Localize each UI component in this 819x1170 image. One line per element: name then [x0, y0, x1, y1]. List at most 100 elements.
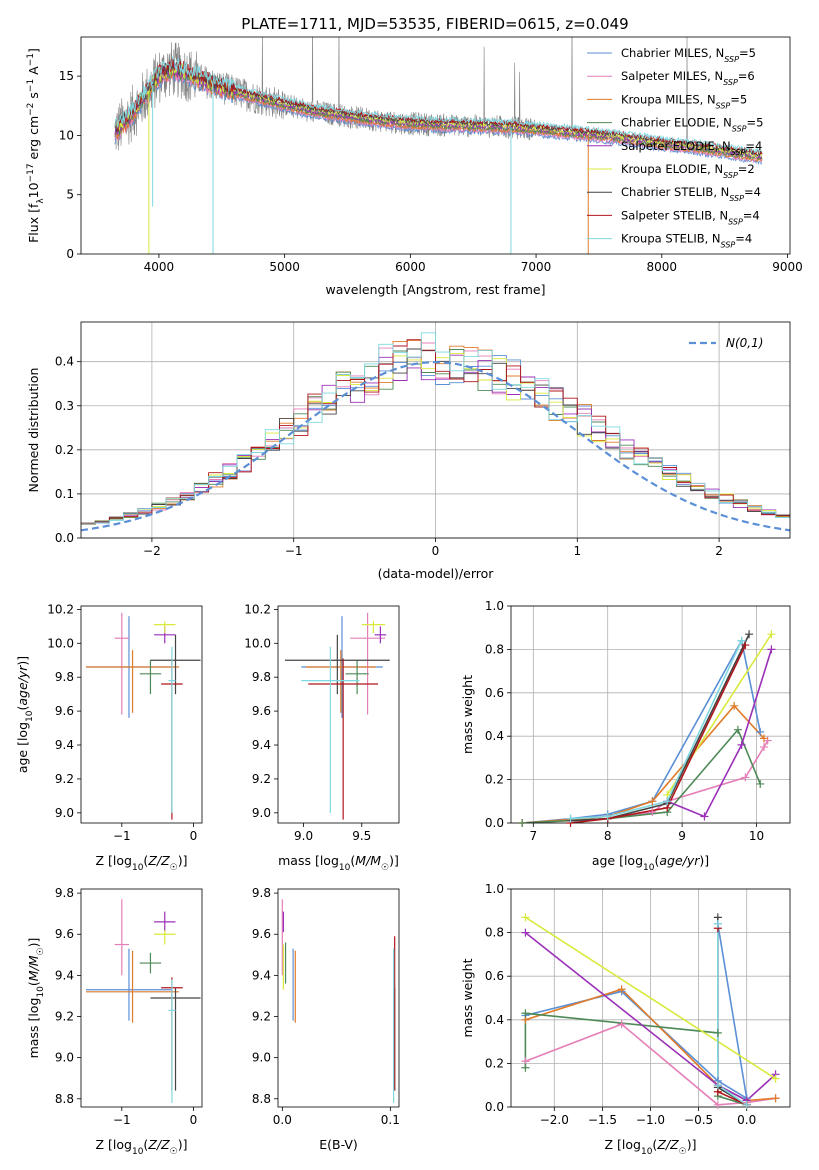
y-tick-label: 9.0 — [55, 806, 74, 820]
y-tick-label: 0.1 — [55, 487, 74, 501]
mass-weight-marker — [742, 1100, 751, 1109]
y-tick-label: 9.4 — [55, 738, 74, 752]
y-tick-label: 0.2 — [485, 1056, 504, 1070]
y-axis-label: mass weight — [460, 958, 475, 1037]
x-tick-label: −2.0 — [540, 1113, 569, 1127]
legend-entry: Kroupa ELODIE, NSSP=2 — [621, 162, 755, 180]
x-tick-label: −2 — [143, 544, 161, 558]
y-tick-label: 0.4 — [485, 1013, 504, 1027]
y-tick-label: 10.0 — [244, 636, 271, 650]
panel-mass_vs_EBV: 0.0 0.1 8.8 9.0 9.2 9.4 9.6 9.8 E(B-V) — [252, 886, 400, 1152]
y-tick-label: 9.6 — [55, 704, 74, 718]
legend-entry: Salpeter STELIB, NSSP=4 — [621, 208, 760, 226]
x-tick-label: −1 — [285, 544, 303, 558]
panel-age_vs_mass: 9.0 9.5 9.0 9.2 9.4 9.6 9.8 10.0 10.2 mass [log10… — [244, 602, 400, 873]
y-tick-label: 9.2 — [55, 1010, 74, 1024]
mass-weight-marker — [745, 630, 754, 639]
mass-weight-line-6 — [570, 633, 750, 822]
panel-spectrum: 4000 5000 6000 7000 8000 9000 0 5 10 15 wavelength… — [26, 36, 803, 297]
mass-weight-line-0 — [525, 923, 748, 1100]
plot-area — [114, 37, 763, 254]
mass-weight-line-5 — [524, 916, 777, 1080]
axes-frame — [80, 888, 203, 1108]
mass-weight-marker — [617, 985, 626, 994]
x-tick-label: 0 — [190, 829, 198, 843]
x-tick-label: 1 — [573, 544, 581, 558]
y-tick-label: 8.8 — [55, 1092, 74, 1106]
legend-entry: Kroupa STELIB, NSSP=4 — [621, 232, 752, 250]
y-tick-label: 0.0 — [485, 816, 504, 830]
plot-area — [284, 612, 390, 820]
x-tick-label: −1 — [113, 829, 131, 843]
mass-weight-line-0 — [522, 638, 761, 823]
model-spectrum-7 — [114, 58, 763, 155]
mass-weight-marker — [767, 645, 776, 654]
y-tick-label: 0.6 — [485, 969, 504, 983]
mass-weight-marker — [713, 919, 722, 928]
x-tick-label: 7000 — [521, 260, 552, 274]
mass-weight-line-4 — [524, 931, 777, 1102]
x-tick-label: 10 — [749, 829, 764, 843]
legend-entry: Kroupa MILES, NSSP=5 — [621, 92, 747, 110]
legend-entry: Chabrier MILES, NSSP=5 — [621, 46, 756, 64]
legend-entry: N(0,1) — [726, 336, 763, 350]
plot-area — [86, 899, 201, 1103]
mass-weight-marker — [521, 1063, 530, 1072]
normal-curve — [81, 360, 790, 532]
mass-weight-marker — [763, 736, 772, 745]
axes-frame — [510, 888, 791, 1108]
y-tick-label: 0.4 — [55, 355, 74, 369]
axes-frame — [277, 605, 400, 824]
y-tick-label: 10.2 — [47, 602, 74, 616]
mass-weight-line-4 — [666, 649, 773, 818]
y-tick-label: 9.2 — [55, 772, 74, 786]
mass-weight-marker — [737, 740, 746, 749]
mass-weight-marker — [700, 812, 709, 821]
mass-weight-marker — [759, 743, 768, 752]
x-tick-label: 0 — [190, 1113, 198, 1127]
y-tick-label: 9.6 — [252, 927, 271, 941]
mass-weight-marker — [756, 779, 765, 788]
y-tick-label: 5 — [66, 188, 74, 202]
x-tick-label: 9000 — [772, 260, 803, 274]
mass-weight-line-3 — [524, 1012, 747, 1106]
plot-area — [522, 633, 773, 823]
y-tick-label: 1.0 — [485, 599, 504, 613]
plot-area — [86, 612, 201, 820]
axes-frame — [80, 605, 203, 824]
y-tick-label: 9.8 — [252, 886, 271, 900]
y-axis-label: Normed distribution — [26, 368, 41, 493]
mass-weight-line-1 — [522, 740, 769, 823]
y-tick-label: 9.8 — [55, 886, 74, 900]
x-tick-label: 9.0 — [294, 829, 313, 843]
mass-weight-marker — [617, 1020, 626, 1029]
mass-weight-marker — [771, 1094, 780, 1103]
mass-weight-marker — [603, 812, 612, 821]
mass-weight-marker — [756, 727, 765, 736]
x-tick-label: −1.5 — [588, 1113, 617, 1127]
y-axis-label: mass weight — [460, 675, 475, 754]
y-axis-label: age [log10(age/yr)] — [15, 656, 35, 773]
x-tick-label: 8 — [604, 829, 612, 843]
legend-entry: Chabrier ELODIE, NSSP=5 — [621, 116, 763, 134]
x-tick-label: −1 — [113, 1113, 131, 1127]
y-tick-label: 0.3 — [55, 399, 74, 413]
y-axis-label: mass [log10(M/M☉)] — [26, 938, 46, 1059]
y-tick-label: 8.8 — [252, 1092, 271, 1106]
mass-weight-line-8 — [570, 640, 743, 820]
x-tick-label: 2 — [715, 544, 723, 558]
x-axis-label: Z [log10(Z/Z☉)] — [605, 1137, 697, 1157]
y-tick-label: 0.8 — [485, 926, 504, 940]
y-axis-label: Flux [fλ10−17 erg cm−2 s−1 A−1] — [26, 48, 46, 243]
mass-weight-marker — [521, 928, 530, 937]
mass-weight-marker — [730, 701, 739, 710]
y-tick-label: 15 — [59, 69, 74, 83]
x-axis-label: age [log10(age/yr)] — [592, 853, 709, 873]
mass-weight-marker — [648, 808, 657, 817]
x-tick-label: 0 — [432, 544, 440, 558]
panel-massweight_vs_Z: −2.0 −1.5 −1.0 −0.5 0.0 0.0 0.2 0.4 0.6 0.8 1.0 Z [… — [460, 882, 791, 1157]
figure-title: PLATE=1711, MJD=53535, FIBERID=0615, z=0… — [241, 15, 628, 33]
mass-weight-marker — [733, 725, 742, 734]
x-axis-label: Z [log10(Z/Z☉)] — [96, 1137, 188, 1157]
legend-entry: Salpeter ELODIE, NSSP=4 — [621, 139, 762, 157]
